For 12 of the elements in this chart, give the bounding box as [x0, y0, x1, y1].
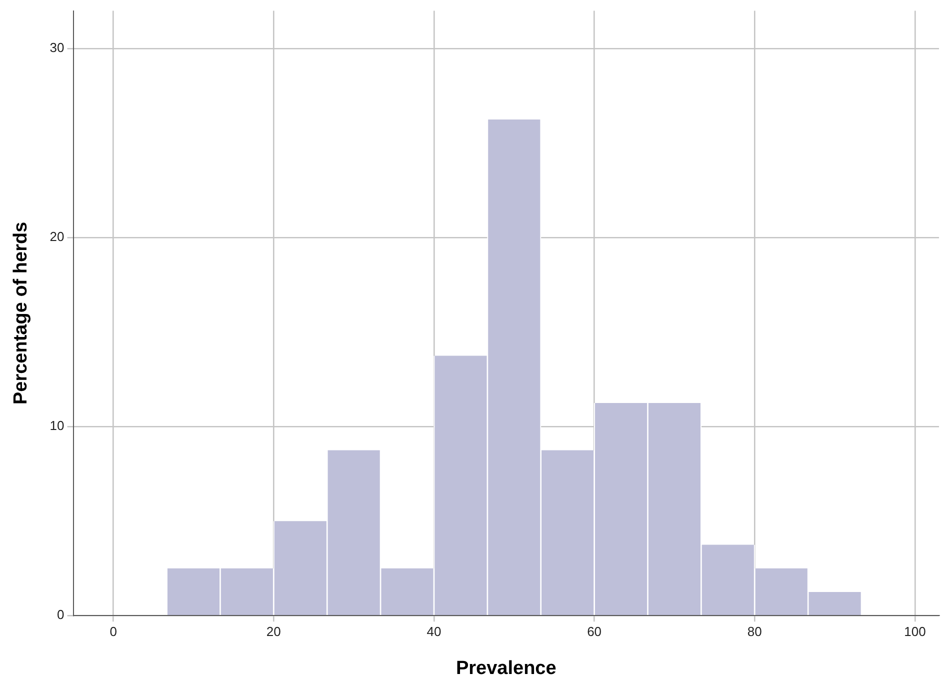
y-tick-label: 30 [50, 40, 64, 56]
x-tick-label: 60 [587, 624, 602, 639]
y-tick-label: 20 [50, 229, 64, 244]
y-tick-label: 10 [50, 418, 64, 434]
x-tick-label: 80 [747, 624, 762, 639]
x-tick-label: 0 [110, 624, 117, 639]
y-tick-label: 0 [57, 607, 64, 622]
x-tick-label: 100 [904, 624, 926, 639]
x-tick-label: 40 [426, 624, 442, 639]
x-tick-label: 20 [266, 624, 281, 639]
x-axis-title: Prevalence [456, 658, 556, 679]
y-axis-title: Percentage of herds [10, 222, 32, 405]
